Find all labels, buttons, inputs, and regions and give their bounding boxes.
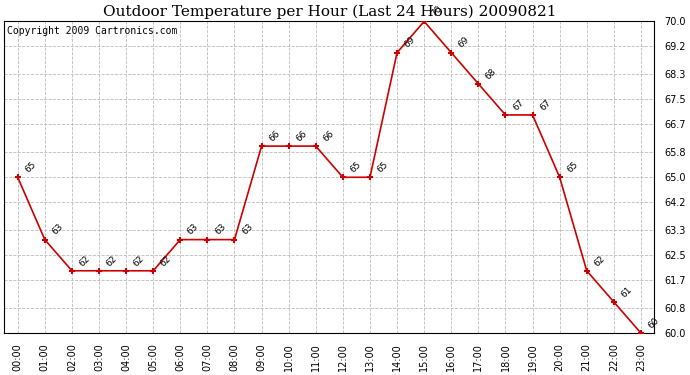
Text: 65: 65 [348,160,363,174]
Text: 61: 61 [620,285,634,299]
Title: Outdoor Temperature per Hour (Last 24 Hours) 20090821: Outdoor Temperature per Hour (Last 24 Ho… [103,4,556,19]
Text: 63: 63 [50,222,65,237]
Text: 65: 65 [375,160,390,174]
Text: 62: 62 [159,254,173,268]
Text: 62: 62 [132,254,146,268]
Text: 65: 65 [565,160,580,174]
Text: 67: 67 [538,98,553,112]
Text: 69: 69 [457,35,471,50]
Text: Copyright 2009 Cartronics.com: Copyright 2009 Cartronics.com [8,26,178,36]
Text: 67: 67 [511,98,526,112]
Text: 62: 62 [592,254,607,268]
Text: 69: 69 [403,35,417,50]
Text: 68: 68 [484,66,498,81]
Text: 65: 65 [23,160,38,174]
Text: 63: 63 [186,222,200,237]
Text: 60: 60 [647,316,661,330]
Text: 62: 62 [105,254,119,268]
Text: 63: 63 [240,222,255,237]
Text: 66: 66 [322,129,336,143]
Text: 63: 63 [213,222,228,237]
Text: 66: 66 [267,129,282,143]
Text: 66: 66 [294,129,308,143]
Text: 70: 70 [430,4,444,19]
Text: 62: 62 [77,254,92,268]
